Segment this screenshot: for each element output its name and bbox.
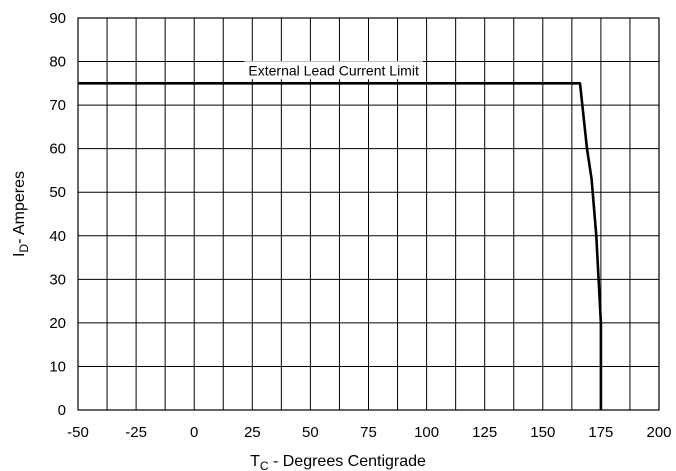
annotation-layer: External Lead Current Limit bbox=[244, 61, 423, 80]
y-tick-label: 20 bbox=[49, 315, 66, 332]
x-tick-label: -50 bbox=[67, 424, 89, 441]
y-tick-labels: 0 10 20 30 40 50 60 70 80 90 bbox=[49, 10, 66, 419]
y-tick-label: 40 bbox=[49, 228, 66, 245]
x-tick-label: 200 bbox=[646, 424, 671, 441]
annotation-background bbox=[244, 61, 423, 80]
x-tick-label: 0 bbox=[190, 424, 198, 441]
y-tick-label: 90 bbox=[49, 10, 66, 27]
y-tick-label: 30 bbox=[49, 271, 66, 288]
x-tick-label: 175 bbox=[588, 424, 613, 441]
x-tick-label: 50 bbox=[302, 424, 319, 441]
x-tick-label: 100 bbox=[414, 424, 439, 441]
x-tick-label: 75 bbox=[360, 424, 377, 441]
x-tick-label: -25 bbox=[125, 424, 147, 441]
y-tick-label: 60 bbox=[49, 141, 66, 158]
x-tick-label: 25 bbox=[244, 424, 261, 441]
y-tick-label: 80 bbox=[49, 54, 66, 71]
annotation-label: External Lead Current Limit bbox=[248, 62, 419, 78]
series-line bbox=[78, 82, 603, 410]
y-tick-label: 50 bbox=[49, 184, 66, 201]
x-tick-labels: -50 -25 0 25 50 75 100 125 150 175 200 bbox=[67, 424, 671, 441]
plot-frame bbox=[77, 17, 660, 411]
y-tick-label: 70 bbox=[49, 97, 66, 114]
x-axis-title: TC - Degrees Centigrade bbox=[250, 453, 426, 471]
y-axis-title: ID- Amperes bbox=[11, 171, 31, 257]
series-layer bbox=[78, 82, 603, 410]
x-tick-label: 125 bbox=[472, 424, 497, 441]
y-tick-label: 0 bbox=[58, 402, 66, 419]
y-tick-label: 10 bbox=[49, 358, 66, 375]
x-tick-label: 150 bbox=[530, 424, 555, 441]
